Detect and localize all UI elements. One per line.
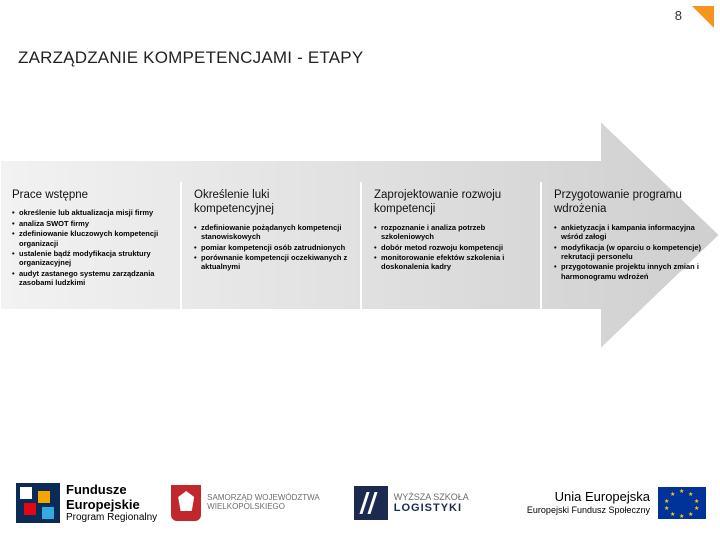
list-item: ankietyzacja i kampania informacyjna wśr…	[554, 223, 710, 242]
list-item: rozpoznanie i analiza potrzeb szkoleniow…	[374, 223, 530, 242]
logo-fundusze-europejskie: Fundusze Europejskie Program Regionalny	[16, 483, 157, 523]
wsl-text: WYŻSZA SZKOŁA LOGISTYKI	[394, 492, 469, 515]
crest-text: SAMORZĄD WOJEWÓDZTWA WIELKOPOLSKIEGO	[207, 494, 320, 512]
fe-text: Fundusze Europejskie Program Regionalny	[66, 483, 157, 523]
list-item: pomiar kompetencji osób zatrudnionych	[194, 243, 350, 252]
fe-icon	[16, 483, 60, 523]
list-item: zdefiniowanie pożądanych kompetencji sta…	[194, 223, 350, 242]
stage-1-list: określenie lub aktualizacja misji firmy …	[12, 208, 170, 287]
stage-1: Prace wstępne określenie lub aktualizacj…	[0, 182, 180, 342]
stage-3-heading: Zaprojektowanie rozwoju kompetencji	[374, 188, 530, 217]
wsl-icon	[354, 486, 388, 520]
stage-2: Określenie luki kompetencyjnej zdefiniow…	[180, 182, 360, 342]
list-item: monitorowanie efektów szkolenia i doskon…	[374, 253, 530, 272]
footer-logos: Fundusze Europejskie Program Regionalny …	[0, 466, 720, 540]
stage-4: Przygotowanie programu wdrożenia ankiety…	[540, 182, 720, 342]
list-item: porównanie kompetencji oczekiwanych z ak…	[194, 253, 350, 272]
logo-eu: Unia Europejska Europejski Fundusz Społe…	[527, 487, 706, 519]
list-item: zdefiniowanie kluczowych kompetencji org…	[12, 229, 170, 248]
stage-3: Zaprojektowanie rozwoju kompetencji rozp…	[360, 182, 540, 342]
list-item: określenie lub aktualizacja misji firmy	[12, 208, 170, 217]
stages-row: Prace wstępne określenie lub aktualizacj…	[0, 182, 720, 342]
page-number: 8	[675, 8, 682, 23]
stage-1-heading: Prace wstępne	[12, 188, 170, 202]
list-item: dobór metod rozwoju kompetencji	[374, 243, 530, 252]
logo-samorzad: SAMORZĄD WOJEWÓDZTWA WIELKOPOLSKIEGO	[171, 485, 320, 521]
stage-4-list: ankietyzacja i kampania informacyjna wśr…	[554, 223, 710, 281]
logo-wsl: WYŻSZA SZKOŁA LOGISTYKI	[354, 486, 469, 520]
stage-2-list: zdefiniowanie pożądanych kompetencji sta…	[194, 223, 350, 272]
stage-4-heading: Przygotowanie programu wdrożenia	[554, 188, 710, 217]
list-item: audyt zastanego systemu zarządzania zaso…	[12, 269, 170, 288]
corner-accent	[692, 6, 714, 28]
crest-icon	[171, 485, 201, 521]
stage-3-list: rozpoznanie i analiza potrzeb szkoleniow…	[374, 223, 530, 272]
eu-text: Unia Europejska Europejski Fundusz Społe…	[527, 490, 650, 515]
eu-flag-icon: ★ ★ ★ ★ ★ ★ ★ ★ ★ ★	[658, 487, 706, 519]
list-item: modyfikacja (w oparciu o kompetencje) re…	[554, 243, 710, 262]
list-item: analiza SWOT firmy	[12, 219, 170, 228]
list-item: przygotowanie projektu innych zmian i ha…	[554, 262, 710, 281]
page-title: ZARZĄDZANIE KOMPETENCJAMI - ETAPY	[18, 48, 363, 68]
stage-2-heading: Określenie luki kompetencyjnej	[194, 188, 350, 217]
list-item: ustalenie bądź modyfikacja struktury org…	[12, 249, 170, 268]
